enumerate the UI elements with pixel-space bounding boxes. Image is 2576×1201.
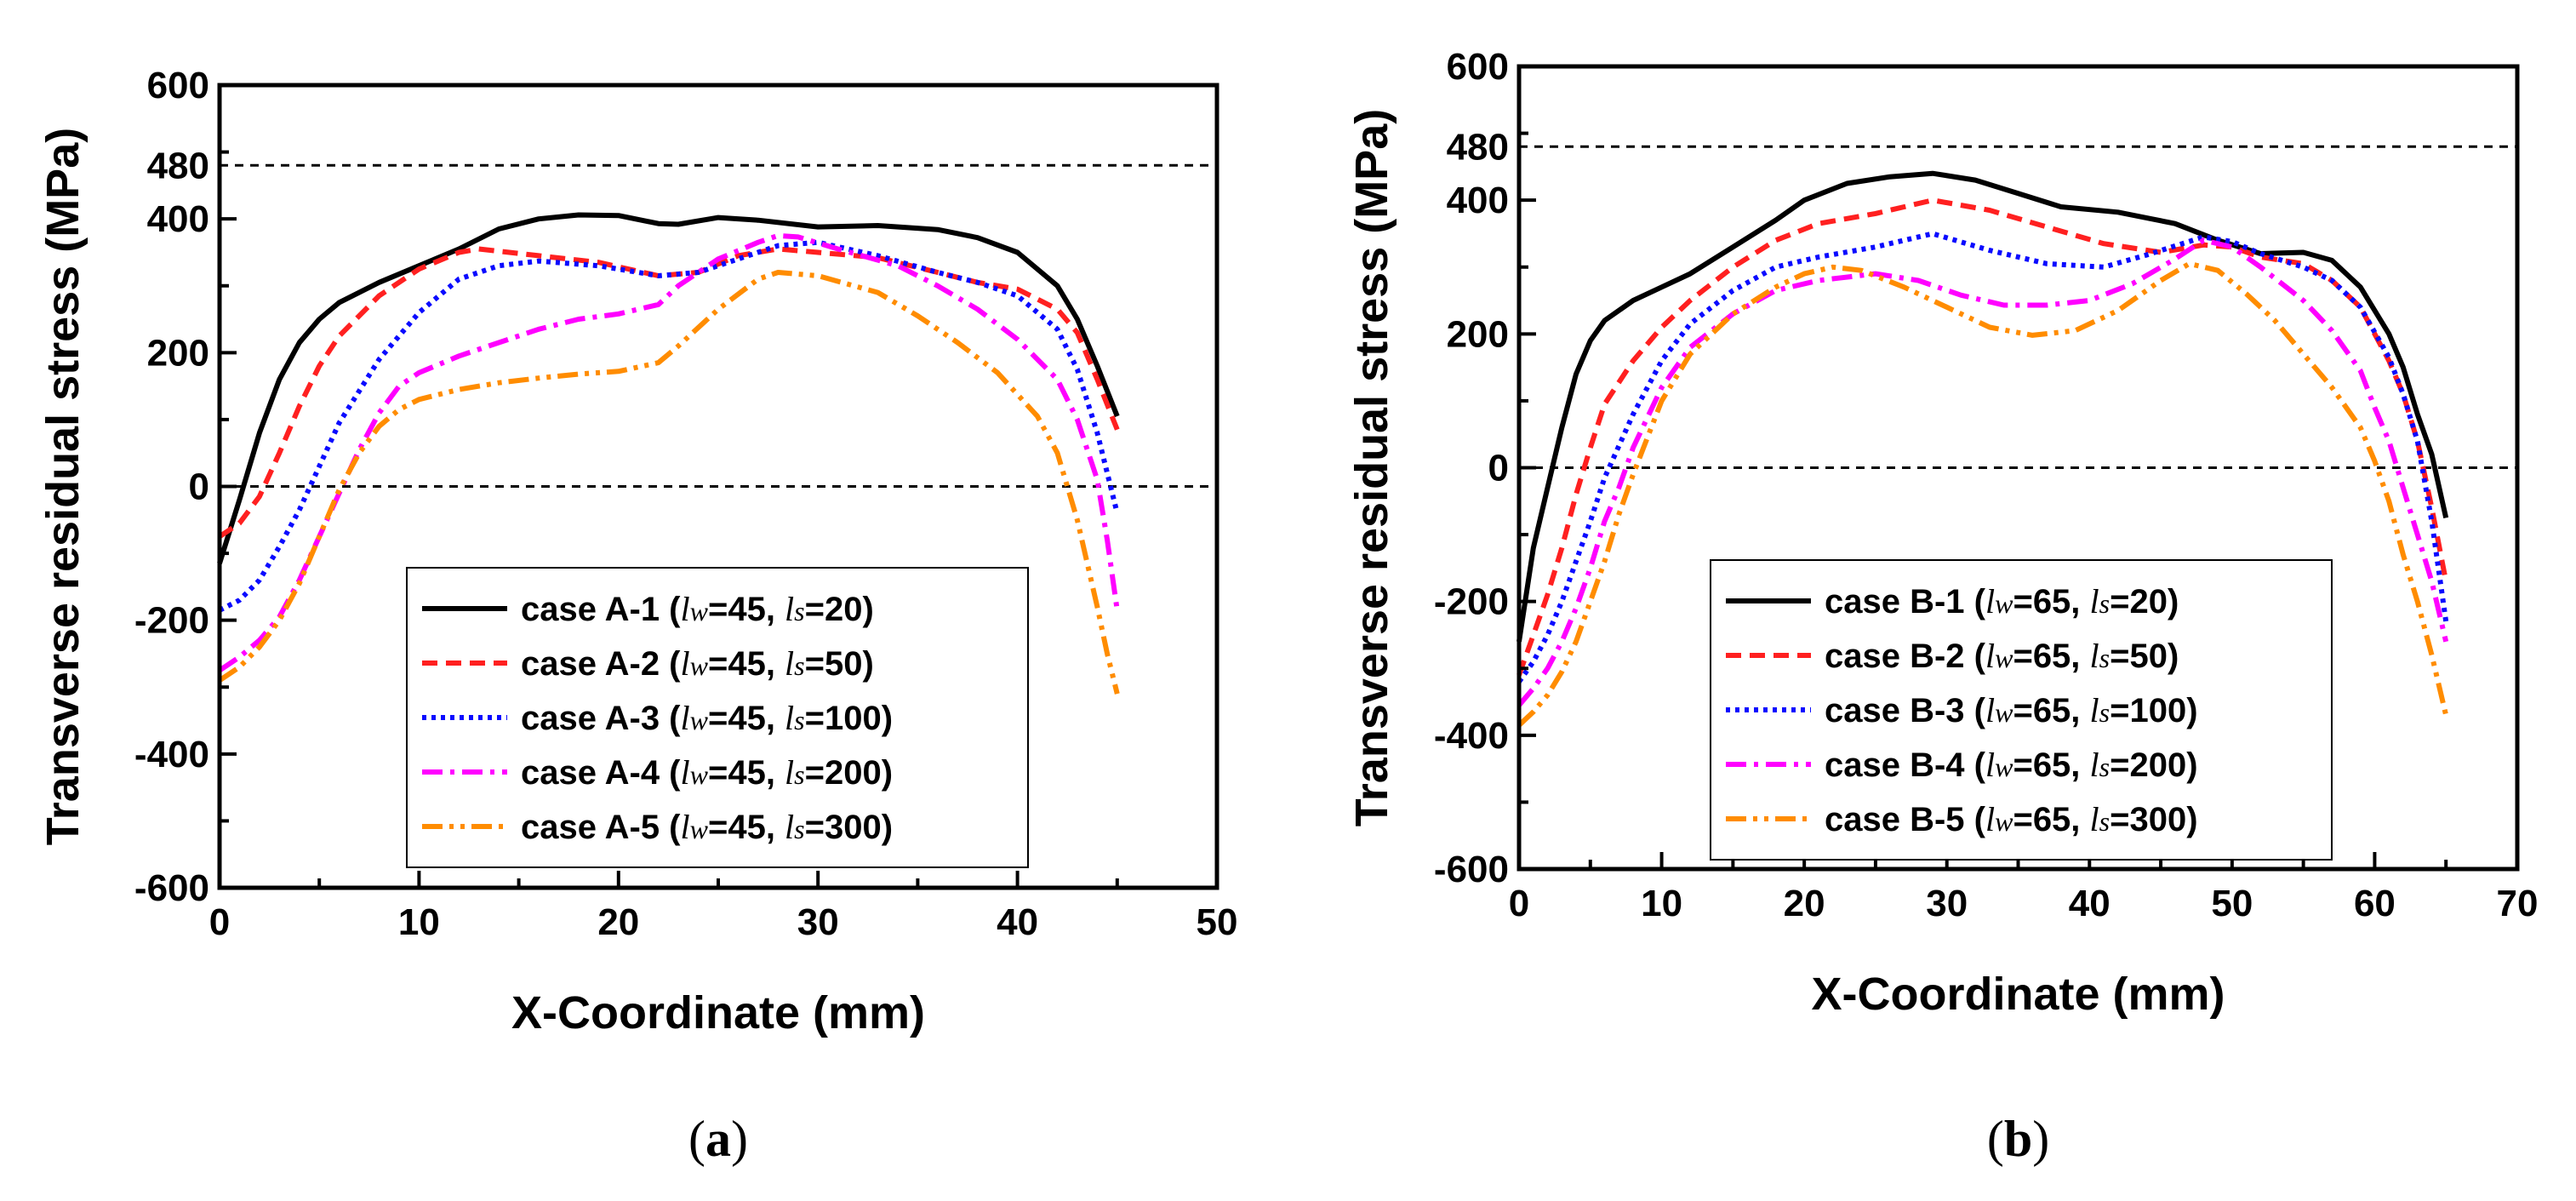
x-tick-label: 0 xyxy=(1509,883,1529,924)
y-tick-label: 0 xyxy=(189,466,209,508)
y-tick-label: 200 xyxy=(1447,313,1509,355)
legend-entry: case B-4 (lw=65, ls=200) xyxy=(1825,746,2198,784)
y-tick-label: 600 xyxy=(1447,46,1509,88)
series-line xyxy=(217,212,1120,564)
legend-entry: case B-1 (lw=65, ls=20) xyxy=(1825,582,2179,621)
y-tick-label: -600 xyxy=(134,867,209,909)
chart-panel-a: 0 10 20 30 40 50 -600 -400 -200 0 200 400 600 480 Tra… xyxy=(37,65,1237,1167)
legend-entry: case A-1 (lw=45, ls=20) xyxy=(521,590,874,628)
y-tick-label: 400 xyxy=(147,198,209,240)
panel-label: (a) xyxy=(688,1111,748,1167)
legend-box xyxy=(406,567,1029,868)
y-tick-label: -600 xyxy=(1434,849,1509,890)
x-tick-label: 30 xyxy=(797,901,839,943)
x-tick-label: 30 xyxy=(1926,883,1968,924)
series-line xyxy=(218,246,1120,539)
panel-label: (b) xyxy=(1987,1111,2049,1167)
x-tick-label: 20 xyxy=(597,901,639,943)
series-line xyxy=(1516,170,2449,643)
legend: case A-1 (lw=45, ls=20) case A-2 (lw=45, … xyxy=(406,567,1029,868)
y-tick-label: 0 xyxy=(1488,448,1509,489)
chart-panel-b: 0 10 20 30 40 50 60 70 -600 -400 -200 0 200 400 600 480… xyxy=(1346,46,2538,1167)
legend-entry: case A-3 (lw=45, ls=100) xyxy=(521,699,893,737)
x-tick-label: 10 xyxy=(398,901,440,943)
y-tick-label: 200 xyxy=(147,332,209,374)
series-line xyxy=(218,239,1120,613)
y-axis-title: Transverse residual stress (MPa) xyxy=(1346,109,1397,826)
x-axis-title: X-Coordinate (mm) xyxy=(511,987,925,1038)
series-line xyxy=(1516,231,2449,683)
y-extra-tick-label: 480 xyxy=(147,145,209,186)
series-line xyxy=(218,270,1120,695)
legend: case B-1 (lw=65, ls=20) case B-2 (lw=65, … xyxy=(1710,559,2333,861)
y-tick-label: -400 xyxy=(1434,715,1509,757)
legend-entry: case A-2 (lw=45, ls=50) xyxy=(521,644,874,683)
x-tick-label: 60 xyxy=(2354,883,2396,924)
legend-entry: case B-2 (lw=65, ls=50) xyxy=(1825,637,2179,675)
legend-entry: case B-5 (lw=65, ls=300) xyxy=(1825,800,2198,838)
legend-entry: case A-4 (lw=45, ls=200) xyxy=(521,753,893,792)
legend-box xyxy=(1710,559,2333,861)
y-axis-title: Transverse residual stress (MPa) xyxy=(37,128,89,845)
y-tick-label: 600 xyxy=(147,65,209,106)
y-tick-label: 400 xyxy=(1447,180,1509,221)
legend-entry: case A-5 (lw=45, ls=300) xyxy=(521,808,893,846)
x-tick-label: 20 xyxy=(1784,883,1825,924)
y-tick-label: -200 xyxy=(1434,581,1509,623)
x-tick-label: 50 xyxy=(2211,883,2253,924)
x-tick-label: 10 xyxy=(1641,883,1682,924)
x-tick-label: 0 xyxy=(209,901,230,943)
y-tick-label: -400 xyxy=(134,734,209,775)
x-tick-label: 40 xyxy=(2069,883,2110,924)
x-tick-label: 50 xyxy=(1197,901,1238,943)
x-tick-label: 70 xyxy=(2497,883,2539,924)
x-tick-label: 40 xyxy=(997,901,1038,943)
y-extra-tick-label: 480 xyxy=(1447,126,1509,168)
legend-entry: case B-3 (lw=65, ls=100) xyxy=(1825,691,2198,729)
x-axis-title: X-Coordinate (mm) xyxy=(1812,969,2225,1020)
series-line xyxy=(1516,237,2449,707)
y-tick-label: -200 xyxy=(134,600,209,642)
